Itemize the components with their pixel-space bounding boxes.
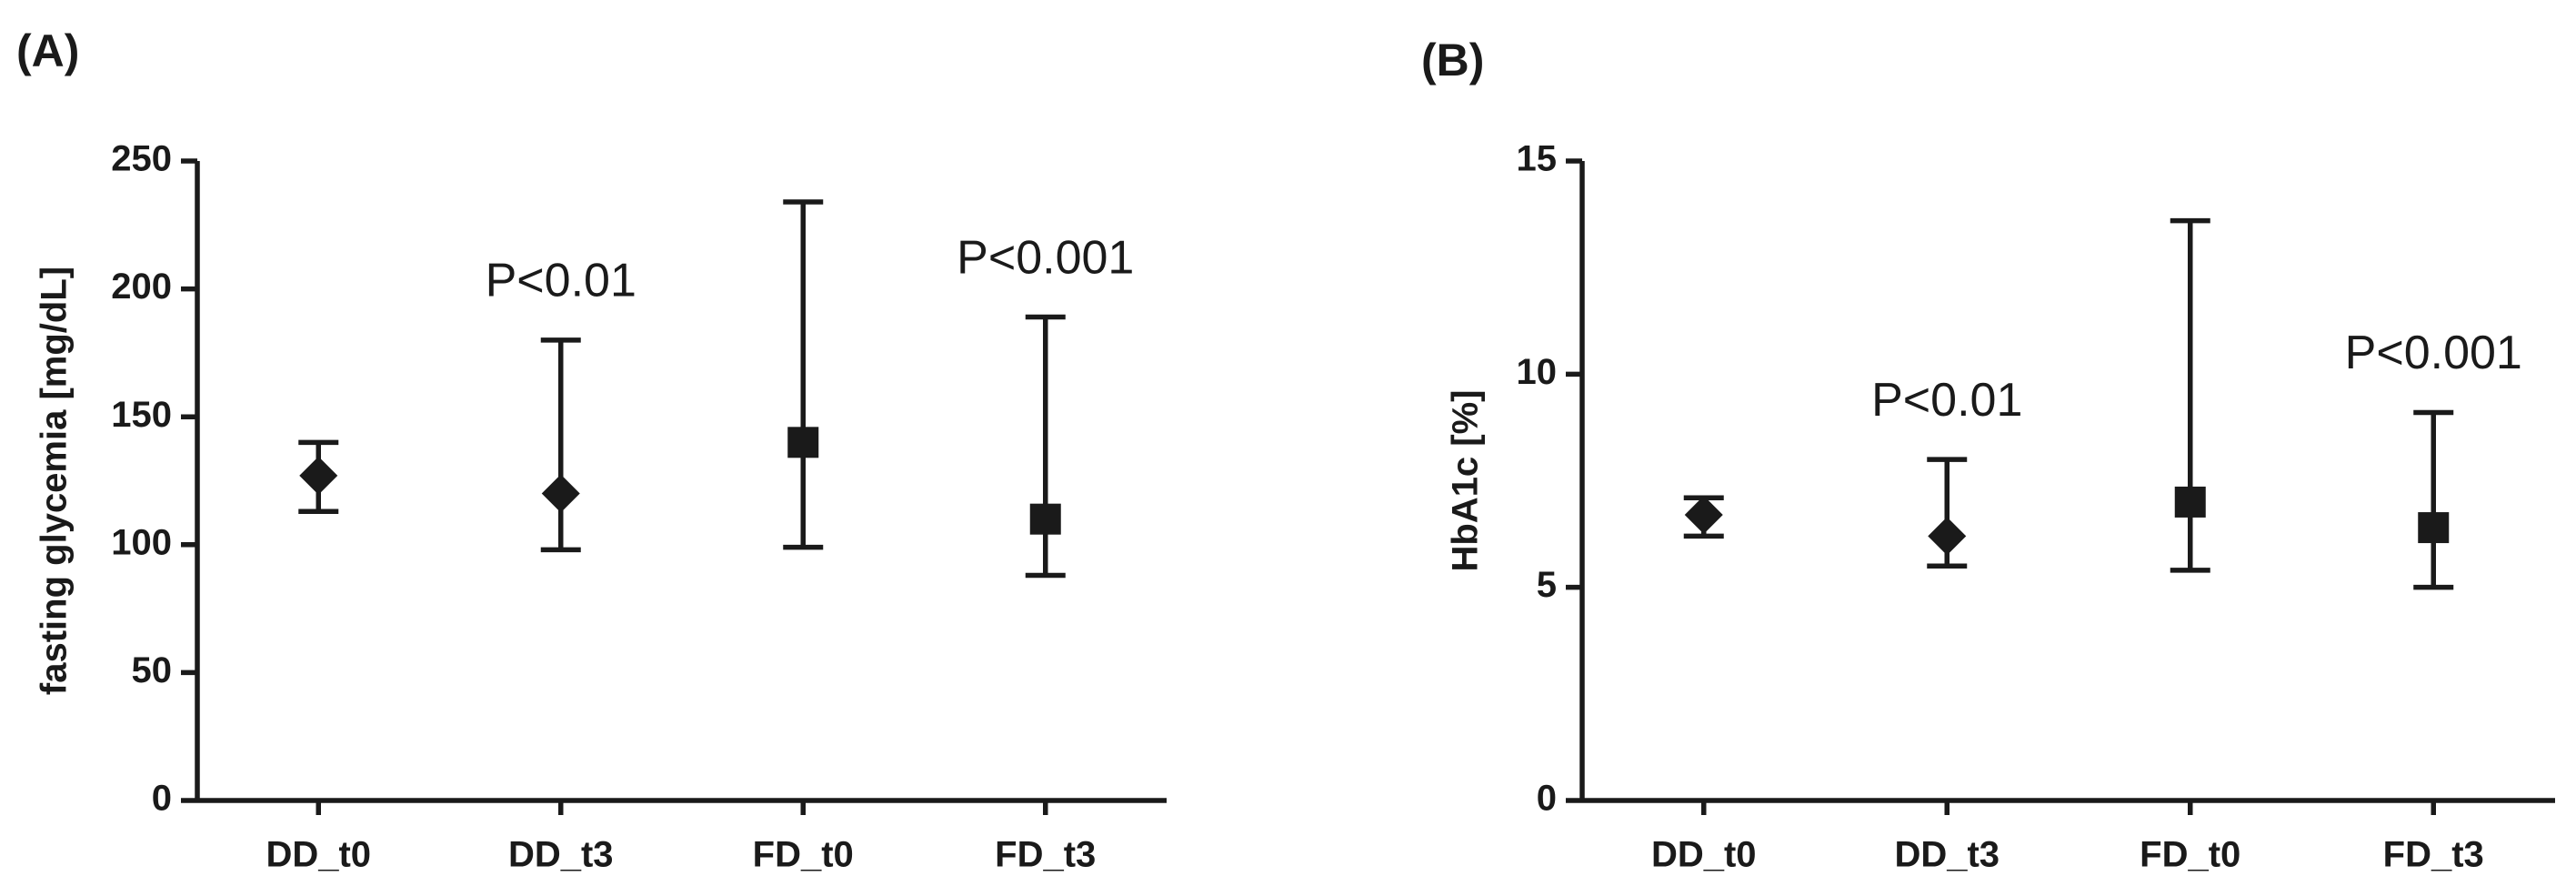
annotation: P<0.01 — [486, 255, 636, 307]
y-tick-label: 15 — [1517, 139, 1558, 179]
x-tick-label: DD_t3 — [1894, 835, 2000, 875]
y-tick-label: 0 — [152, 779, 172, 819]
x-tick-label: DD_t0 — [266, 835, 371, 875]
y-tick-label: 50 — [132, 650, 173, 690]
marker — [541, 474, 580, 513]
y-tick-label: 200 — [111, 267, 172, 307]
panel-label: (B) — [1421, 35, 1484, 86]
y-tick-label: 250 — [111, 139, 172, 179]
error-bar — [2413, 409, 2454, 590]
marker — [1029, 503, 1061, 535]
marker — [299, 456, 338, 495]
y-tick-label: 150 — [111, 395, 172, 435]
marker — [2174, 486, 2206, 518]
y-tick-label: 0 — [1537, 779, 1557, 819]
y-axis-label: fasting glycemia [mg/dL] — [35, 267, 75, 695]
panel-label: (A) — [16, 25, 79, 76]
error-bar — [2170, 217, 2210, 573]
x-tick-label: FD_t0 — [2140, 835, 2240, 875]
x-tick-label: DD_t0 — [1651, 835, 1757, 875]
annotation: P<0.01 — [1871, 374, 2022, 427]
x-tick-label: FD_t0 — [753, 835, 854, 875]
error-bar — [1025, 314, 1066, 579]
y-axis-label: HbA1c [%] — [1446, 389, 1486, 571]
x-tick-label: FD_t3 — [2383, 835, 2484, 875]
marker — [2418, 512, 2450, 544]
x-tick-label: FD_t3 — [995, 835, 1096, 875]
annotation: P<0.001 — [2345, 327, 2522, 379]
y-tick-label: 100 — [111, 522, 172, 562]
error-bar — [540, 337, 581, 553]
annotation: P<0.001 — [957, 231, 1134, 284]
x-tick-label: DD_t3 — [508, 835, 614, 875]
marker — [787, 427, 819, 458]
y-tick-label: 10 — [1517, 352, 1558, 392]
marker — [1684, 495, 1723, 534]
error-bar — [783, 199, 824, 550]
marker — [1928, 517, 1967, 556]
y-tick-label: 5 — [1537, 565, 1557, 605]
